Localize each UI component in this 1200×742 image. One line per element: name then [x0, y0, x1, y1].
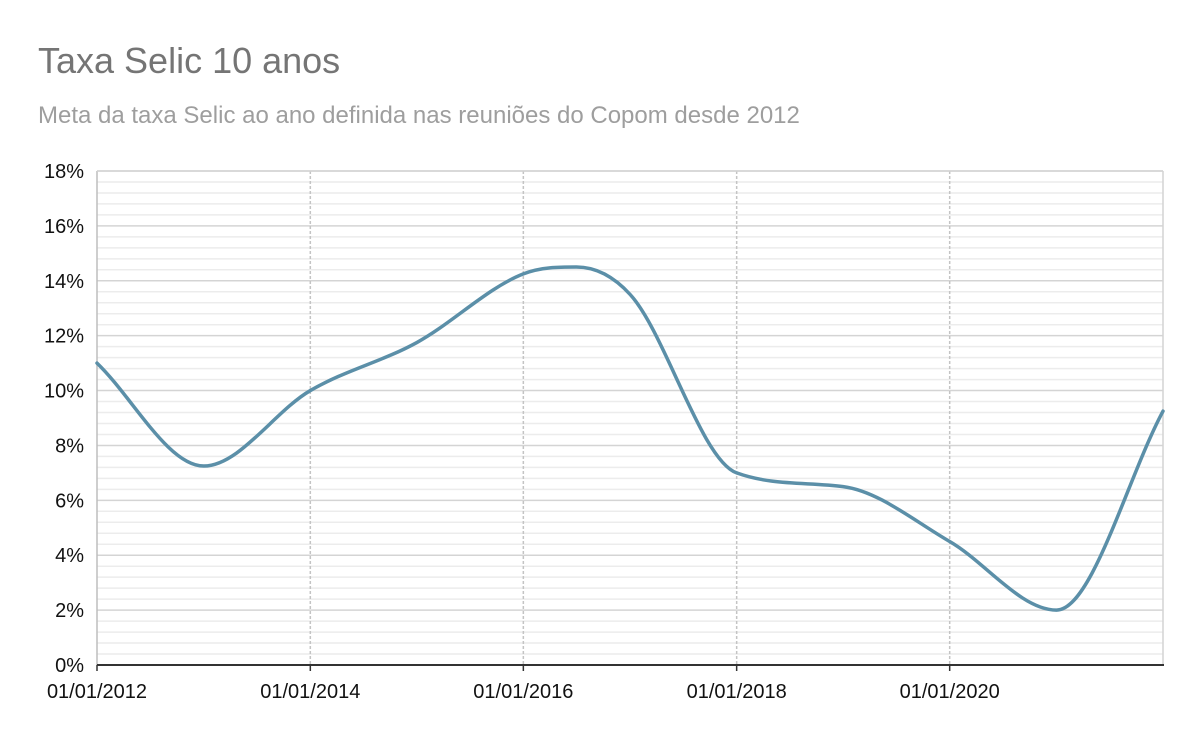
- y-tick-label: 12%: [44, 326, 84, 348]
- y-tick-label: 8%: [55, 435, 84, 457]
- x-tick-labels: 01/01/2012 01/01/2014 01/01/2016 01/01/2018…: [47, 681, 1000, 703]
- axes: [96, 170, 1164, 671]
- y-tick-label: 18%: [44, 161, 84, 183]
- x-tick-label: 01/01/2014: [260, 681, 360, 703]
- series-line-0: [95, 265, 1165, 612]
- y-tick-label: 14%: [44, 271, 84, 293]
- x-tick-label: 01/01/2012: [47, 681, 147, 703]
- y-tick-label: 2%: [55, 600, 84, 622]
- y-tick-label: 10%: [44, 381, 84, 403]
- x-tick-label: 01/01/2016: [473, 681, 573, 703]
- y-tick-label: 6%: [55, 490, 84, 512]
- y-tick-labels: 0% 2% 4% 6% 8% 10% 12% 14% 16% 18%: [44, 161, 84, 677]
- y-tick-label: 0%: [55, 655, 84, 677]
- chart-title: Taxa Selic 10 anos: [38, 40, 341, 81]
- series-layer: [95, 265, 1165, 612]
- x-tick-label: 01/01/2020: [900, 681, 1000, 703]
- minor-gridlines: [97, 181, 1163, 655]
- x-tick-label: 01/01/2018: [687, 681, 787, 703]
- vertical-gridlines: [309, 171, 951, 665]
- y-tick-label: 4%: [55, 545, 84, 567]
- chart-subtitle: Meta da taxa Selic ao ano definida nas r…: [38, 102, 800, 129]
- y-tick-label: 16%: [44, 216, 84, 238]
